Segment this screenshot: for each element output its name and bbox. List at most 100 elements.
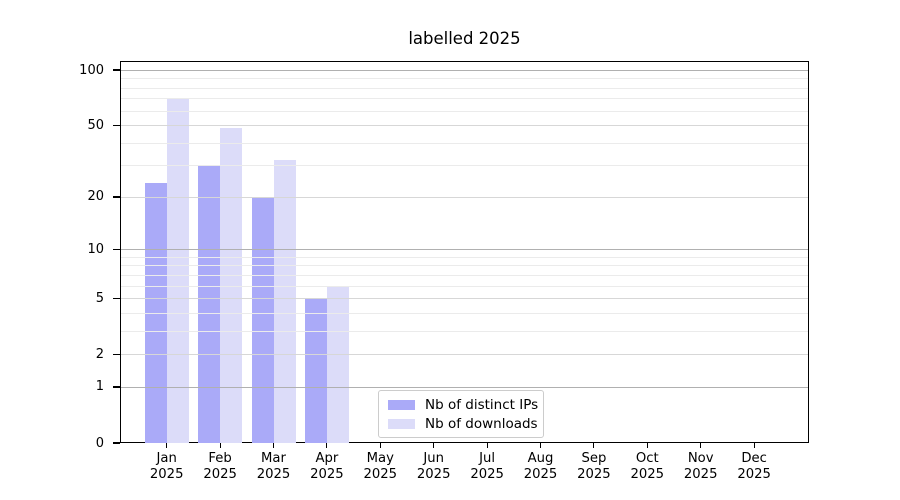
y-tick — [113, 386, 120, 388]
x-tick-year: 2025 — [416, 466, 451, 482]
x-tick — [486, 443, 488, 448]
x-tick-year: 2025 — [683, 466, 718, 482]
y-tick — [113, 297, 120, 299]
gridline-y-1 — [121, 386, 808, 388]
y-axis-tick-label: 20 — [87, 189, 104, 205]
x-tick — [433, 443, 435, 448]
x-tick-year: 2025 — [577, 466, 611, 482]
legend-label-downloads: Nb of downloads — [425, 415, 538, 432]
x-tick-year: 2025 — [203, 466, 237, 482]
x-axis-tick-label: Aug 2025 — [511, 451, 571, 482]
bar-distinct-ips-jan — [144, 182, 167, 443]
x-tick-year: 2025 — [630, 466, 665, 482]
y-axis-tick-label: 50 — [87, 117, 104, 133]
y-tick — [113, 353, 120, 355]
x-tick-year: 2025 — [310, 466, 344, 482]
gridline-y-9 — [121, 256, 808, 258]
y-tick — [113, 69, 120, 71]
legend-item-downloads: Nb of downloads — [388, 416, 543, 432]
x-axis-tick-label: Jun 2025 — [404, 451, 464, 482]
x-tick-month: May — [366, 451, 394, 466]
y-tick — [113, 196, 120, 198]
x-tick — [700, 443, 702, 448]
gridline-y-3 — [121, 330, 808, 332]
x-axis-tick-label: Jan 2025 — [137, 451, 197, 482]
x-tick — [593, 443, 595, 448]
x-axis-tick-label: Nov 2025 — [671, 451, 731, 482]
x-tick-month: Feb — [208, 451, 232, 466]
legend-label-distinct-ips: Nb of distinct IPs — [425, 396, 539, 413]
x-axis-tick-label: Apr 2025 — [297, 451, 357, 482]
gridline-y-4 — [121, 312, 808, 314]
x-axis-tick-label: Oct 2025 — [617, 451, 677, 482]
legend-item-distinct-ips: Nb of distinct IPs — [388, 397, 543, 413]
x-tick — [326, 443, 328, 448]
x-tick-year: 2025 — [149, 466, 184, 482]
legend-swatch-distinct-ips — [388, 399, 415, 410]
gridline-y-20 — [121, 196, 808, 198]
x-tick — [646, 443, 648, 448]
y-axis-tick-label: 100 — [79, 62, 104, 78]
x-tick-year: 2025 — [737, 466, 771, 482]
bar-distinct-ips-mar — [251, 196, 274, 443]
x-tick-month: Nov — [687, 451, 714, 466]
x-tick — [379, 443, 381, 448]
chart-title: labelled 2025 — [408, 29, 521, 48]
y-tick — [113, 442, 120, 444]
x-tick — [539, 443, 542, 448]
gridline-y-5 — [121, 298, 808, 300]
gridline-y-10 — [121, 249, 808, 251]
gridline-y-40 — [121, 142, 808, 144]
bar-distinct-ips-apr — [304, 298, 327, 443]
y-tick — [113, 248, 120, 250]
x-axis-tick-label: Feb 2025 — [190, 451, 250, 482]
x-tick-year: 2025 — [363, 466, 398, 482]
x-tick-month: Jun — [423, 451, 444, 466]
x-tick-month: Jan — [156, 451, 177, 466]
x-tick-month: Jul — [479, 451, 496, 466]
bar-downloads-apr — [326, 285, 349, 443]
x-tick — [219, 443, 221, 448]
bar-downloads-jan — [166, 98, 189, 443]
x-tick-month: Oct — [635, 451, 659, 466]
gridline-y-7 — [121, 274, 808, 276]
x-tick-month: Aug — [527, 451, 554, 466]
gridline-y-8 — [121, 265, 808, 267]
y-axis-tick-label: 5 — [95, 290, 104, 306]
x-tick — [753, 443, 755, 448]
plot-area — [120, 61, 809, 443]
x-tick-month: Dec — [741, 451, 767, 466]
x-tick-month: Sep — [581, 451, 607, 466]
x-tick-year: 2025 — [256, 466, 291, 482]
gridline-y-2 — [121, 354, 808, 356]
x-tick-year: 2025 — [470, 466, 504, 482]
gridline-y-6 — [121, 285, 808, 287]
bar-downloads-mar — [273, 160, 296, 443]
y-tick — [113, 124, 120, 126]
y-axis-tick-label: 10 — [87, 241, 104, 257]
y-axis-tick-label: 1 — [95, 379, 104, 395]
x-axis-tick-label: Dec 2025 — [724, 451, 784, 482]
gridline-y-30 — [121, 165, 808, 167]
gridline-y-80 — [121, 87, 808, 89]
x-tick — [272, 443, 275, 448]
y-axis-tick-label: 0 — [95, 435, 104, 451]
x-axis-tick-label: Sep 2025 — [564, 451, 624, 482]
gridline-y-50 — [121, 125, 808, 127]
gridline-y-90 — [121, 78, 808, 80]
x-tick-year: 2025 — [523, 466, 558, 482]
x-tick-month: Mar — [261, 451, 286, 466]
x-tick-month: Apr — [315, 451, 339, 466]
gridline-y-60 — [121, 110, 808, 112]
gridline-y-70 — [121, 98, 808, 100]
x-axis-tick-label: Jul 2025 — [457, 451, 517, 482]
y-axis-tick-label: 2 — [95, 346, 104, 362]
legend: Nb of distinct IPs Nb of downloads — [378, 390, 544, 438]
x-axis-tick-label: Mar 2025 — [244, 451, 304, 482]
x-tick — [166, 443, 168, 448]
x-axis-tick-label: May 2025 — [350, 451, 410, 482]
legend-swatch-downloads — [388, 418, 415, 429]
gridline-y-100 — [121, 70, 808, 71]
bar-distinct-ips-feb — [198, 165, 221, 443]
